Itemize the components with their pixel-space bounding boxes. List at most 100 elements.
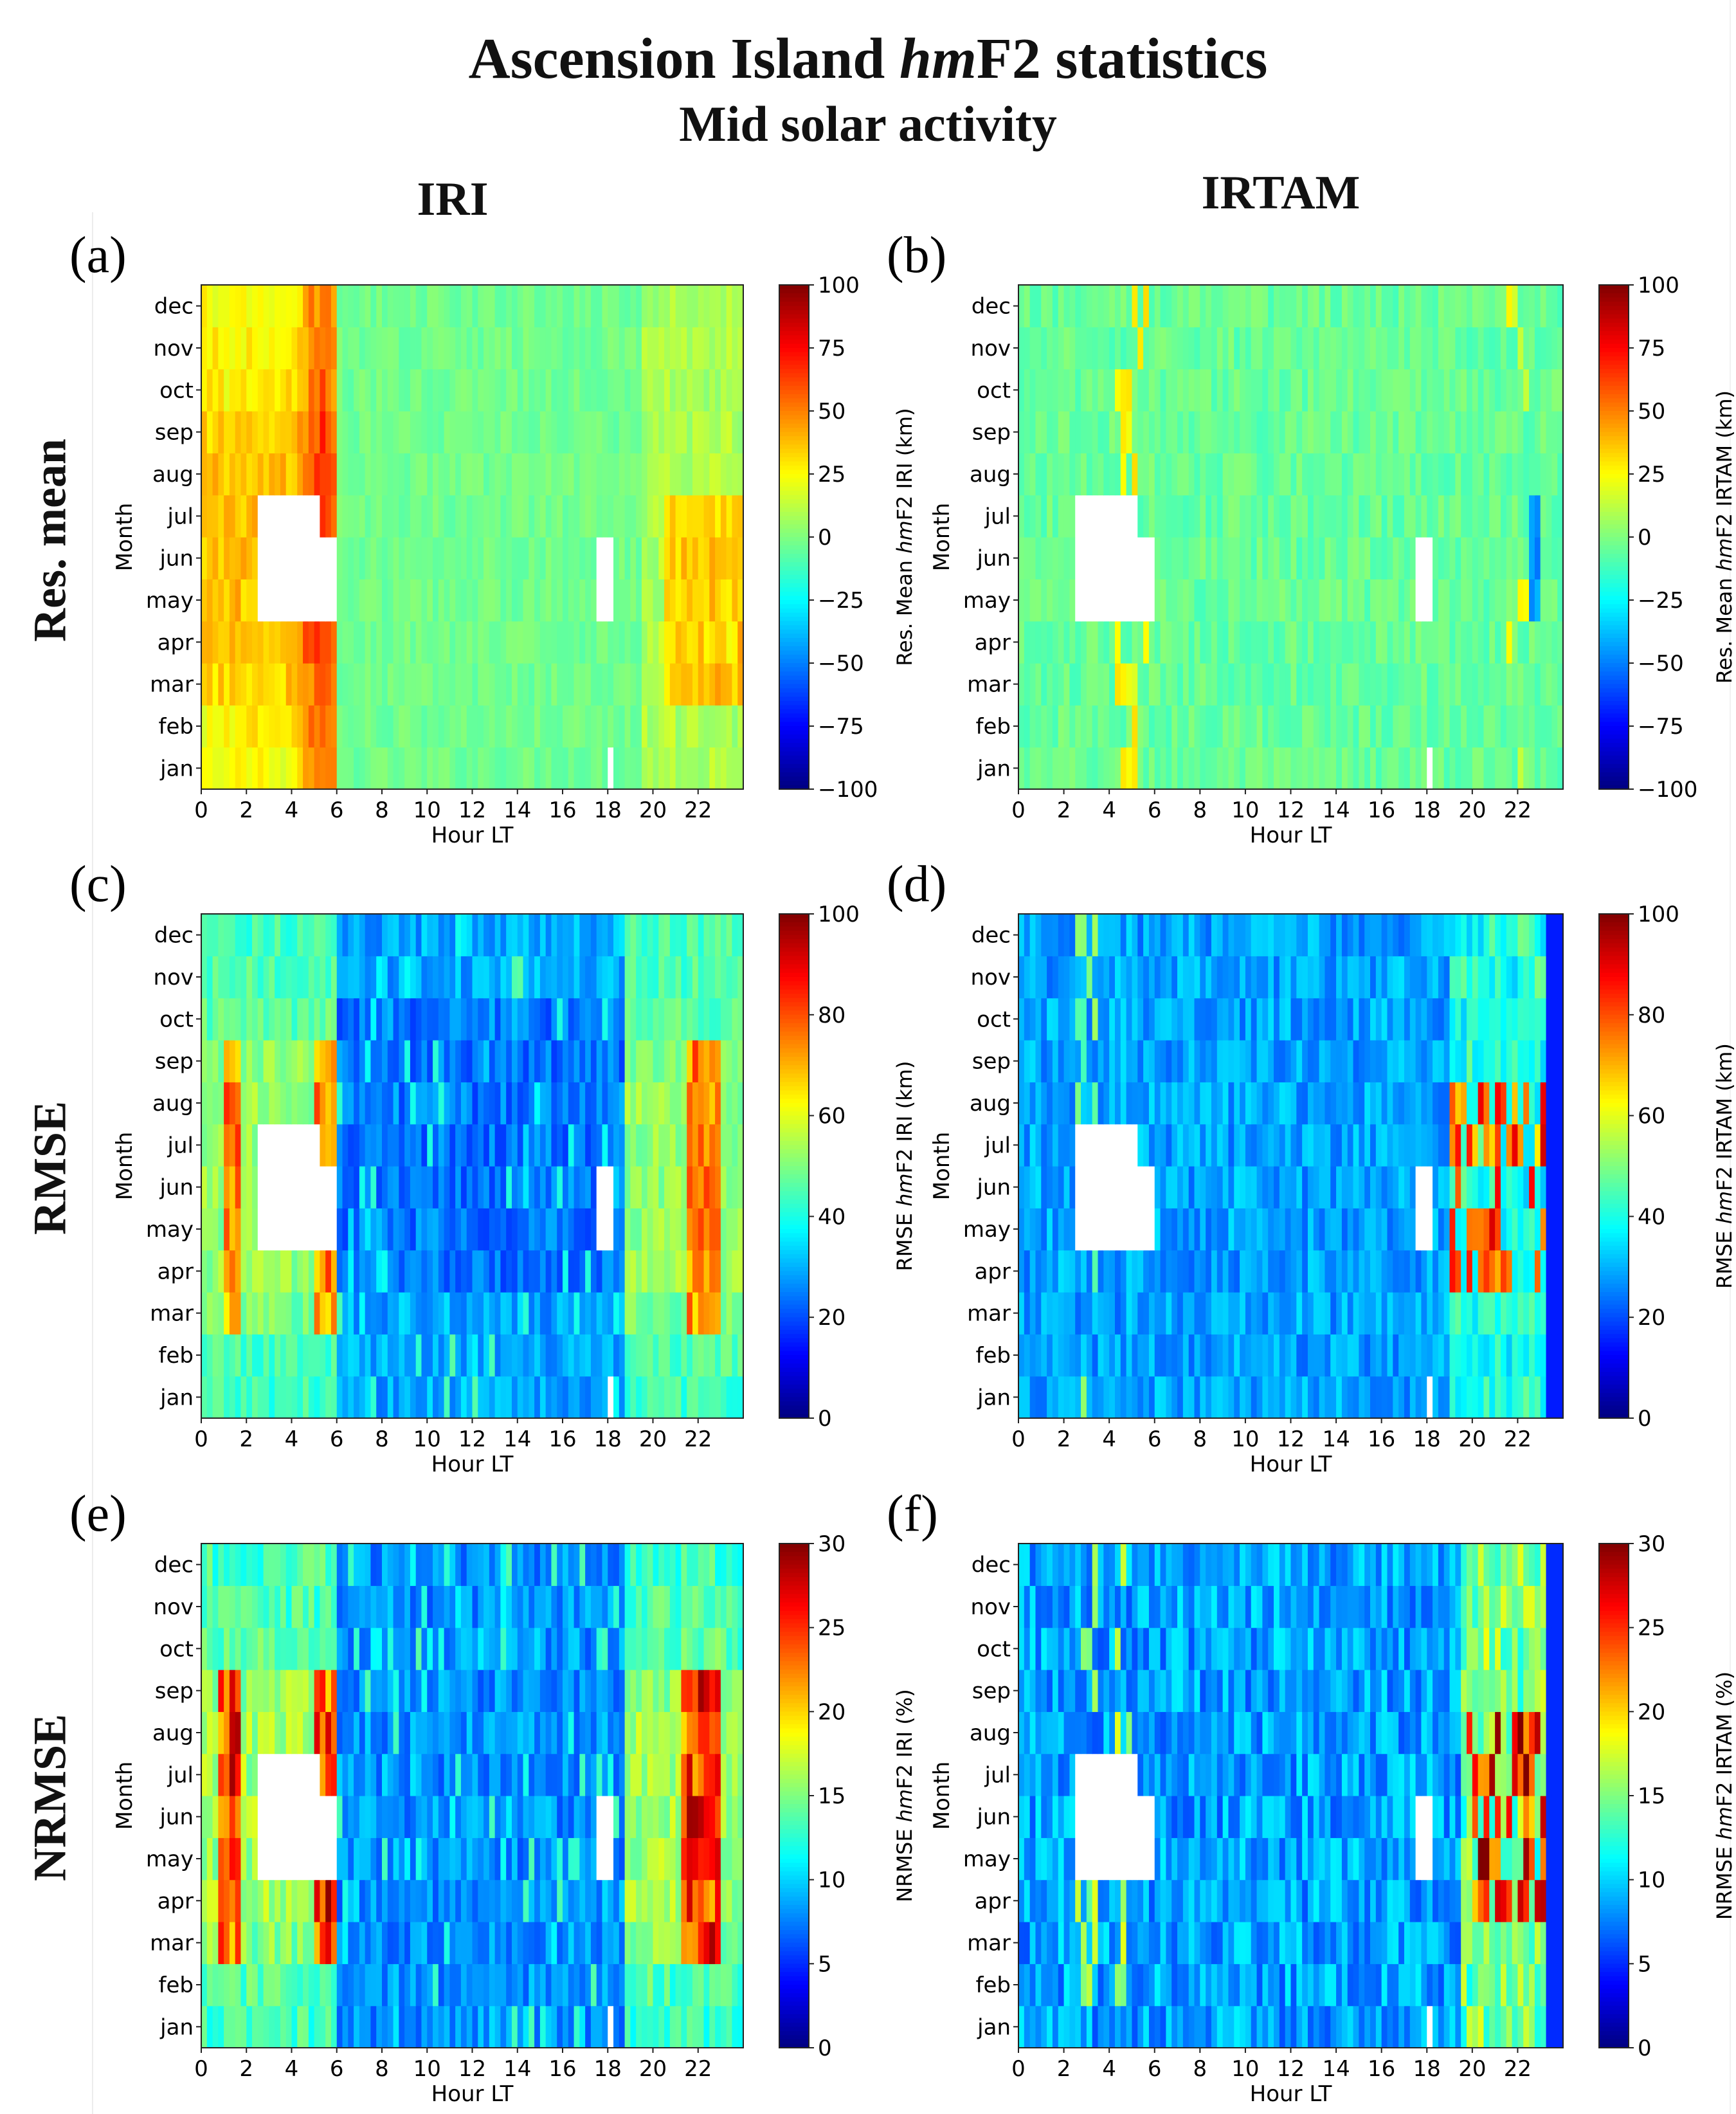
heatmap-cell	[297, 579, 303, 622]
heatmap-cell	[1313, 327, 1320, 370]
heatmap-cell	[472, 285, 478, 327]
heatmap-cell	[201, 1082, 208, 1125]
heatmap-cell	[1251, 1292, 1258, 1335]
heatmap-cell	[1177, 663, 1184, 706]
heatmap-cell	[484, 747, 490, 790]
heatmap-cell	[1200, 1082, 1206, 1125]
heatmap-cell	[703, 747, 710, 790]
heatmap-cell	[630, 369, 637, 412]
heatmap-cell	[438, 369, 445, 412]
heatmap-cell	[314, 663, 321, 706]
heatmap-cell	[404, 747, 411, 790]
heatmap-cell	[698, 705, 705, 748]
heatmap-cell	[1188, 327, 1195, 370]
heatmap-cell	[1393, 998, 1399, 1041]
heatmap-cell	[1251, 1040, 1258, 1082]
colorbar-segment	[1599, 709, 1629, 714]
heatmap-cell	[365, 1040, 372, 1082]
colorbar-tick-label: 25	[818, 462, 845, 487]
heatmap-cell	[624, 285, 631, 327]
heatmap-cell	[664, 453, 671, 496]
colorbar-segment	[779, 934, 809, 940]
heatmap-cell	[438, 1376, 445, 1419]
colorbar-segment	[1599, 722, 1629, 727]
heatmap-cell	[1029, 579, 1036, 622]
heatmap-cell	[1546, 621, 1552, 664]
heatmap-cell	[229, 621, 236, 664]
heatmap-cell	[1024, 453, 1031, 496]
heatmap-cell	[1534, 663, 1541, 706]
heatmap-cell	[596, 1376, 603, 1419]
heatmap-cell	[568, 1166, 575, 1208]
heatmap-cell	[1228, 1040, 1234, 1082]
heatmap-cell	[1472, 1292, 1479, 1335]
heatmap-cell	[460, 621, 467, 664]
heatmap-cell	[303, 411, 309, 453]
colorbar-segment	[1599, 705, 1629, 710]
heatmap-cell	[1325, 411, 1331, 453]
heatmap-cell	[1154, 1334, 1161, 1377]
heatmap-cell	[1398, 1040, 1405, 1082]
heatmap-cell	[1029, 1250, 1036, 1293]
heatmap-cell	[433, 1376, 439, 1419]
heatmap-cell	[1364, 1292, 1371, 1335]
heatmap-cell	[336, 956, 343, 999]
heatmap-cell	[1512, 537, 1519, 579]
heatmap-cell	[1341, 1166, 1348, 1208]
heatmap-cell	[1177, 1376, 1184, 1419]
heatmap-cell	[1216, 705, 1224, 748]
heatmap-cell	[291, 1208, 298, 1251]
heatmap-cell	[585, 579, 592, 622]
heatmap-cell	[1114, 1166, 1121, 1208]
heatmap-cell	[449, 998, 456, 1041]
heatmap-cell	[1517, 1292, 1524, 1335]
heatmap-cell	[1393, 327, 1399, 370]
colorbar-segment	[779, 700, 809, 706]
heatmap-cell	[1347, 1040, 1354, 1082]
heatmap-cell	[608, 1082, 614, 1125]
heatmap-cell	[1058, 1040, 1065, 1082]
heatmap-cell	[455, 1208, 462, 1251]
heatmap-cell	[444, 1250, 450, 1293]
heatmap-cell	[568, 495, 575, 538]
heatmap-cell	[737, 285, 744, 327]
colorbar-segment	[779, 436, 809, 441]
heatmap-cell	[681, 579, 687, 622]
heatmap-cell	[1154, 495, 1161, 538]
colorbar-segment	[779, 1389, 809, 1394]
heatmap-cell	[687, 495, 693, 538]
heatmap-cell	[551, 1292, 557, 1335]
heatmap-cell	[511, 663, 518, 706]
colorbar-segment	[779, 1296, 809, 1301]
heatmap-cell	[466, 956, 473, 999]
heatmap-cell	[1274, 998, 1280, 1041]
heatmap-cell	[1063, 1376, 1070, 1419]
heatmap-cell	[574, 1376, 580, 1419]
heatmap-cell	[478, 663, 484, 706]
colorbar-segment	[779, 768, 809, 773]
heatmap-cell	[732, 285, 738, 327]
heatmap-cell	[1319, 747, 1326, 790]
colorbar-segment	[1599, 448, 1629, 453]
colorbar-segment	[779, 1355, 809, 1360]
heatmap-cell	[494, 705, 502, 748]
heatmap-cell	[534, 1334, 541, 1377]
heatmap-cell	[726, 747, 733, 790]
heatmap-cell	[1387, 1334, 1393, 1377]
heatmap-cell	[1251, 285, 1258, 327]
heatmap-cell	[1370, 705, 1377, 748]
heatmap-cell	[404, 1250, 411, 1293]
heatmap-cell	[1268, 1250, 1274, 1293]
heatmap-cell	[585, 327, 592, 370]
heatmap-cell	[619, 1124, 626, 1167]
heatmap-cell	[653, 956, 659, 999]
heatmap-cell	[365, 1292, 372, 1335]
heatmap-cell	[1075, 998, 1081, 1041]
heatmap-cell	[342, 285, 348, 327]
heatmap-cell	[336, 495, 343, 538]
heatmap-cell	[579, 663, 586, 706]
colorbar-segment	[779, 583, 809, 588]
heatmap-cell	[1052, 1166, 1059, 1208]
heatmap-cell	[557, 621, 563, 664]
heatmap-cell	[1529, 285, 1535, 327]
